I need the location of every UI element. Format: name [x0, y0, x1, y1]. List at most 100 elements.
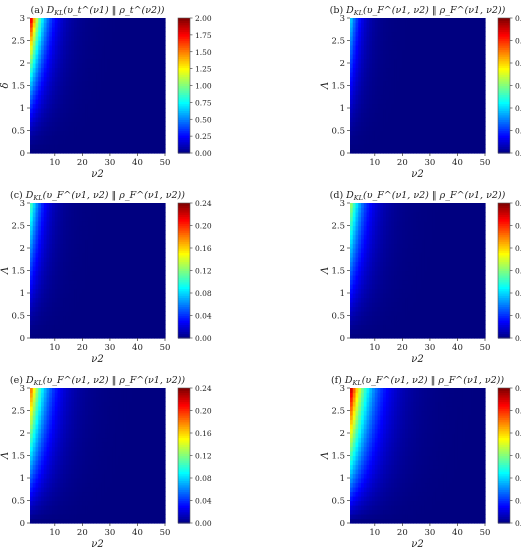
heatmap-cell	[54, 85, 59, 91]
heatmap-cell	[85, 311, 89, 317]
heatmap-cell	[65, 148, 70, 154]
heatmap-cell	[372, 130, 376, 136]
heatmap-cell	[104, 203, 108, 209]
heatmap-cell	[63, 103, 67, 109]
heatmap-cell	[104, 212, 108, 218]
heatmap-cell	[479, 130, 483, 136]
heatmap-cell	[366, 135, 370, 141]
heatmap-cell	[350, 103, 354, 109]
heatmap-cell	[482, 90, 486, 96]
heatmap-cell	[63, 239, 67, 245]
heatmap-cell	[101, 36, 105, 42]
colorbar-segment	[178, 56, 190, 60]
heatmap-cell	[131, 108, 136, 114]
heatmap-cell	[57, 81, 61, 87]
heatmap-cell	[54, 135, 59, 141]
heatmap-cell	[120, 261, 125, 267]
heatmap-cell	[76, 257, 81, 263]
heatmap-cell	[129, 284, 133, 290]
heatmap-cell	[407, 130, 412, 136]
heatmap-cell	[49, 333, 53, 339]
heatmap-cell	[350, 36, 354, 42]
y-tick-label: 3	[20, 14, 25, 24]
heatmap-cell	[482, 22, 486, 28]
heatmap-cell	[87, 243, 92, 249]
heatmap-cell	[159, 302, 163, 308]
heatmap-cell	[380, 22, 384, 28]
heatmap-cell	[148, 108, 152, 114]
heatmap-cell	[350, 230, 354, 236]
heatmap-cell	[46, 49, 50, 55]
heatmap-cell	[85, 297, 89, 303]
heatmap-cell	[413, 99, 417, 105]
heatmap-cell	[30, 293, 34, 299]
heatmap-cell	[109, 126, 114, 132]
heatmap-cell	[43, 18, 48, 24]
heatmap-cell	[137, 257, 141, 263]
heatmap-cell	[101, 203, 105, 209]
heatmap-cell	[52, 320, 56, 326]
heatmap-cell	[98, 18, 103, 24]
heatmap-cell	[38, 257, 42, 263]
heatmap-cell	[118, 103, 122, 109]
heatmap-cell	[98, 311, 103, 317]
heatmap-cell	[134, 230, 139, 236]
heatmap-cell	[107, 126, 111, 132]
heatmap-cell	[363, 139, 368, 145]
heatmap-cell	[76, 67, 81, 73]
heatmap-cell	[57, 284, 61, 290]
heatmap-cell	[142, 320, 147, 326]
heatmap-cell	[63, 36, 67, 42]
heatmap-cell	[363, 230, 368, 236]
heatmap-cell	[60, 266, 64, 272]
colorbar-segment	[178, 38, 190, 42]
heatmap-cell	[90, 49, 94, 55]
heatmap-cell	[427, 126, 431, 132]
heatmap-cell	[43, 58, 48, 64]
heatmap-cell	[394, 126, 398, 132]
heatmap-cell	[65, 207, 70, 213]
heatmap-cell	[350, 112, 354, 118]
heatmap-cell	[449, 112, 453, 118]
heatmap-cell	[369, 288, 373, 294]
heatmap-cell	[432, 36, 437, 42]
colorbar-tick-label: 1.00	[195, 82, 212, 91]
heatmap-cell	[402, 108, 406, 114]
heatmap-cell	[52, 293, 56, 299]
heatmap-cell	[385, 130, 390, 136]
colorbar-segment	[178, 144, 190, 147]
heatmap-cell	[153, 261, 158, 267]
heatmap-cell	[418, 99, 423, 105]
colorbar-segment	[178, 63, 190, 66]
colorbar-tick-label: 0.00	[195, 334, 212, 343]
heatmap-cell	[402, 121, 406, 127]
heatmap-cell	[63, 324, 67, 330]
x-tick-label: 40	[452, 158, 463, 168]
heatmap-cell	[46, 112, 50, 118]
heatmap-cell	[65, 221, 70, 227]
heatmap-cell	[68, 49, 72, 55]
heatmap-cell	[162, 54, 166, 60]
heatmap-cell	[54, 234, 59, 240]
heatmap-cell	[43, 306, 48, 312]
heatmap-cell	[355, 144, 359, 150]
heatmap-cell	[369, 130, 373, 136]
heatmap-cell	[49, 45, 53, 51]
heatmap-cell	[140, 252, 144, 258]
heatmap-cell	[145, 130, 150, 136]
heatmap-cell	[159, 27, 163, 33]
heatmap-cell	[32, 207, 37, 213]
heatmap-cell	[93, 85, 97, 91]
heatmap-cell	[355, 311, 359, 317]
heatmap-cell	[369, 243, 373, 249]
heatmap-cell	[151, 279, 155, 285]
heatmap-cell	[369, 248, 373, 254]
heatmap-cell	[427, 144, 431, 150]
heatmap-cell	[96, 279, 100, 285]
colorbar-segment	[498, 130, 510, 134]
heatmap-cell	[90, 293, 94, 299]
heatmap-cell	[460, 130, 464, 136]
heatmap-cell	[151, 320, 155, 326]
heatmap-cell	[32, 230, 37, 236]
heatmap-cell	[32, 121, 37, 127]
